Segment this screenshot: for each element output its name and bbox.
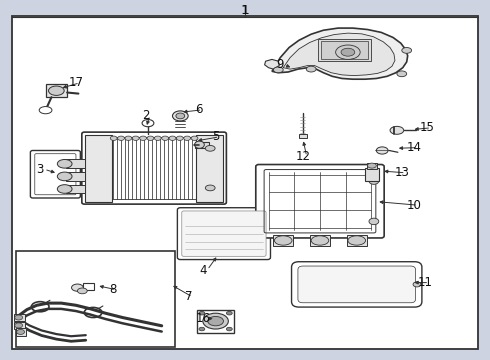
Ellipse shape	[154, 136, 161, 140]
Ellipse shape	[169, 136, 176, 140]
Ellipse shape	[376, 147, 388, 154]
Ellipse shape	[176, 136, 183, 140]
Ellipse shape	[311, 236, 329, 245]
Ellipse shape	[118, 136, 124, 140]
Ellipse shape	[125, 136, 132, 140]
Text: 2: 2	[142, 109, 150, 122]
Bar	[16, 251, 175, 347]
Ellipse shape	[15, 315, 23, 320]
Ellipse shape	[147, 136, 154, 140]
FancyBboxPatch shape	[35, 154, 76, 195]
Ellipse shape	[77, 288, 87, 294]
Bar	[310, 235, 330, 246]
Ellipse shape	[208, 316, 223, 326]
FancyBboxPatch shape	[298, 266, 416, 303]
FancyBboxPatch shape	[177, 208, 270, 260]
Ellipse shape	[49, 86, 64, 95]
Text: 9: 9	[276, 58, 284, 71]
Ellipse shape	[15, 323, 23, 328]
Text: 12: 12	[295, 150, 310, 163]
Bar	[321, 41, 368, 59]
FancyBboxPatch shape	[256, 165, 384, 238]
Ellipse shape	[273, 67, 283, 73]
Bar	[195, 142, 209, 148]
Ellipse shape	[162, 136, 169, 140]
Bar	[273, 235, 293, 246]
Ellipse shape	[203, 313, 228, 329]
Ellipse shape	[39, 107, 52, 114]
Polygon shape	[283, 33, 395, 76]
Ellipse shape	[57, 172, 72, 181]
Text: 11: 11	[418, 276, 433, 289]
FancyBboxPatch shape	[182, 211, 266, 256]
Ellipse shape	[110, 136, 117, 140]
Ellipse shape	[226, 327, 232, 331]
Bar	[299, 134, 307, 138]
Bar	[347, 235, 367, 246]
Text: 13: 13	[394, 166, 409, 179]
Bar	[197, 310, 234, 333]
FancyBboxPatch shape	[30, 150, 80, 198]
Ellipse shape	[176, 113, 185, 119]
Ellipse shape	[226, 311, 232, 315]
Ellipse shape	[17, 329, 24, 334]
Text: 8: 8	[109, 283, 117, 296]
Ellipse shape	[369, 178, 379, 184]
Text: 15: 15	[420, 121, 435, 134]
Ellipse shape	[195, 141, 204, 148]
Bar	[66, 172, 85, 181]
Ellipse shape	[336, 45, 360, 59]
Ellipse shape	[274, 236, 292, 245]
Bar	[66, 185, 85, 193]
Text: 10: 10	[407, 199, 421, 212]
Ellipse shape	[341, 48, 355, 56]
Bar	[14, 314, 24, 321]
Ellipse shape	[172, 111, 188, 121]
Ellipse shape	[390, 126, 404, 134]
FancyBboxPatch shape	[82, 132, 226, 204]
Bar	[16, 328, 26, 336]
Ellipse shape	[72, 284, 83, 291]
Text: 14: 14	[407, 141, 421, 154]
Bar	[85, 135, 112, 202]
Text: 6: 6	[195, 103, 202, 116]
Bar	[46, 84, 67, 97]
Text: 17: 17	[69, 76, 83, 89]
Ellipse shape	[369, 218, 379, 225]
Ellipse shape	[306, 66, 316, 72]
Bar	[367, 163, 377, 169]
Bar	[196, 135, 223, 202]
Ellipse shape	[57, 185, 72, 193]
Ellipse shape	[402, 48, 412, 53]
Ellipse shape	[140, 136, 147, 140]
Bar	[365, 168, 379, 181]
Bar	[83, 283, 94, 290]
Text: 7: 7	[185, 291, 193, 303]
FancyBboxPatch shape	[292, 262, 422, 307]
Ellipse shape	[348, 236, 366, 245]
Ellipse shape	[199, 327, 205, 331]
Polygon shape	[272, 28, 408, 79]
Text: 5: 5	[212, 130, 220, 143]
Ellipse shape	[184, 136, 191, 140]
Text: 1: 1	[241, 4, 249, 17]
Ellipse shape	[132, 136, 139, 140]
Ellipse shape	[397, 71, 407, 77]
Text: 16: 16	[196, 312, 211, 325]
Ellipse shape	[205, 145, 215, 151]
Bar	[66, 159, 85, 168]
Ellipse shape	[413, 282, 421, 287]
Ellipse shape	[368, 163, 376, 168]
Ellipse shape	[205, 185, 215, 191]
Ellipse shape	[191, 136, 198, 140]
Text: 4: 4	[199, 264, 207, 276]
Ellipse shape	[199, 311, 205, 315]
Bar	[318, 39, 371, 61]
Ellipse shape	[57, 159, 72, 168]
Bar	[14, 322, 24, 329]
Text: 3: 3	[36, 163, 44, 176]
Polygon shape	[265, 59, 279, 69]
Ellipse shape	[142, 120, 154, 127]
Text: 1: 1	[241, 4, 249, 17]
